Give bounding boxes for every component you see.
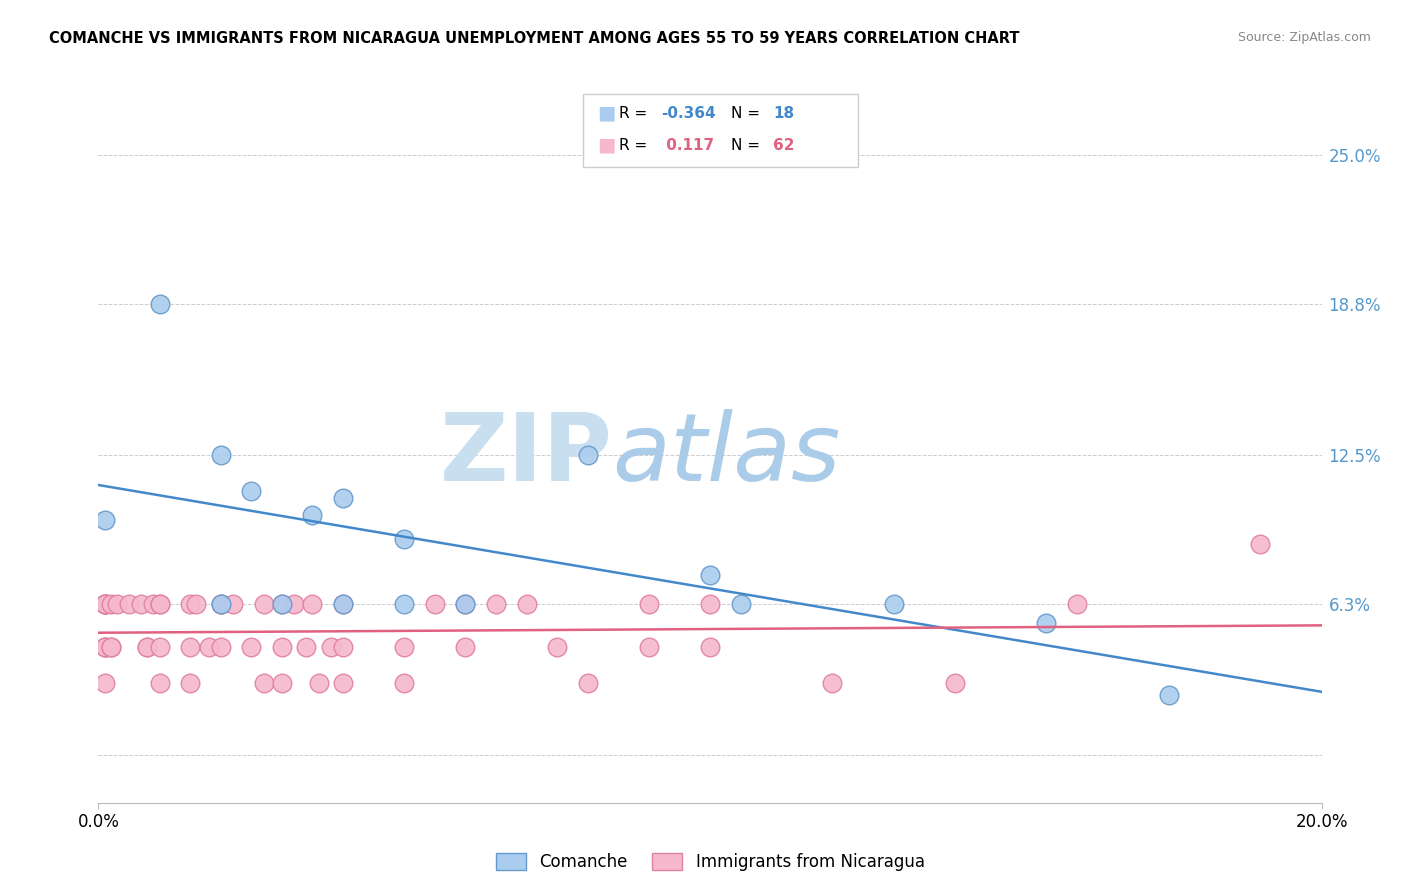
Point	[142, 597, 165, 611]
Point	[93, 676, 115, 690]
Point	[283, 597, 305, 611]
Text: R =: R =	[619, 138, 652, 153]
Point	[93, 513, 115, 527]
Point	[821, 676, 844, 690]
Point	[295, 640, 318, 654]
Point	[1249, 537, 1271, 551]
Point	[699, 640, 721, 654]
Point	[392, 640, 416, 654]
Text: 62: 62	[773, 138, 794, 153]
Point	[637, 640, 661, 654]
Point	[149, 597, 172, 611]
Point	[149, 676, 172, 690]
Point	[301, 597, 323, 611]
Point	[1035, 615, 1057, 630]
Point	[392, 676, 416, 690]
Point	[1066, 597, 1088, 611]
Point	[179, 597, 201, 611]
Point	[209, 640, 232, 654]
Point	[197, 640, 219, 654]
Point	[93, 640, 115, 654]
Point	[270, 597, 292, 611]
Point	[100, 640, 122, 654]
Point	[637, 597, 661, 611]
Point	[332, 597, 354, 611]
Point	[105, 597, 128, 611]
Point	[209, 597, 232, 611]
Text: Source: ZipAtlas.com: Source: ZipAtlas.com	[1237, 31, 1371, 45]
Text: ZIP: ZIP	[439, 409, 612, 501]
Point	[1157, 688, 1180, 702]
Point	[576, 448, 599, 462]
Point	[209, 597, 232, 611]
Point	[516, 597, 538, 611]
Point	[209, 448, 232, 462]
Point	[546, 640, 568, 654]
Point	[179, 676, 201, 690]
Point	[93, 597, 115, 611]
Point	[454, 640, 477, 654]
Point	[270, 676, 292, 690]
Point	[149, 597, 172, 611]
Point	[129, 597, 152, 611]
Text: ■: ■	[598, 136, 616, 155]
Point	[149, 297, 172, 311]
Point	[100, 597, 122, 611]
Point	[332, 491, 354, 505]
Point	[93, 597, 115, 611]
Legend: Comanche, Immigrants from Nicaragua: Comanche, Immigrants from Nicaragua	[489, 847, 931, 878]
Point	[392, 597, 416, 611]
Point	[699, 597, 721, 611]
Point	[93, 640, 115, 654]
Point	[392, 532, 416, 546]
Text: atlas: atlas	[612, 409, 841, 500]
Point	[883, 597, 905, 611]
Text: COMANCHE VS IMMIGRANTS FROM NICARAGUA UNEMPLOYMENT AMONG AGES 55 TO 59 YEARS COR: COMANCHE VS IMMIGRANTS FROM NICARAGUA UN…	[49, 31, 1019, 46]
Point	[252, 676, 274, 690]
Point	[270, 597, 292, 611]
Point	[179, 640, 201, 654]
Point	[730, 597, 752, 611]
Point	[485, 597, 508, 611]
Point	[240, 483, 263, 498]
Point	[252, 597, 274, 611]
Point	[118, 597, 141, 611]
Point	[319, 640, 342, 654]
Point	[699, 567, 721, 582]
Point	[240, 640, 263, 654]
Point	[332, 640, 354, 654]
Point	[270, 640, 292, 654]
Point	[186, 597, 208, 611]
Point	[332, 676, 354, 690]
Point	[136, 640, 159, 654]
Text: 0.117: 0.117	[661, 138, 714, 153]
Point	[423, 597, 446, 611]
Point	[301, 508, 323, 522]
Point	[943, 676, 966, 690]
Point	[93, 640, 115, 654]
Text: R =: R =	[619, 106, 652, 120]
Point	[136, 640, 159, 654]
Point	[93, 597, 115, 611]
Text: ■: ■	[598, 103, 616, 123]
Point	[332, 597, 354, 611]
Text: -0.364: -0.364	[661, 106, 716, 120]
Text: 18: 18	[773, 106, 794, 120]
Point	[149, 640, 172, 654]
Point	[454, 597, 477, 611]
Text: N =: N =	[731, 106, 765, 120]
Point	[222, 597, 245, 611]
Point	[576, 676, 599, 690]
Point	[209, 597, 232, 611]
Text: N =: N =	[731, 138, 765, 153]
Point	[93, 597, 115, 611]
Point	[100, 640, 122, 654]
Point	[454, 597, 477, 611]
Point	[308, 676, 330, 690]
Point	[93, 597, 115, 611]
